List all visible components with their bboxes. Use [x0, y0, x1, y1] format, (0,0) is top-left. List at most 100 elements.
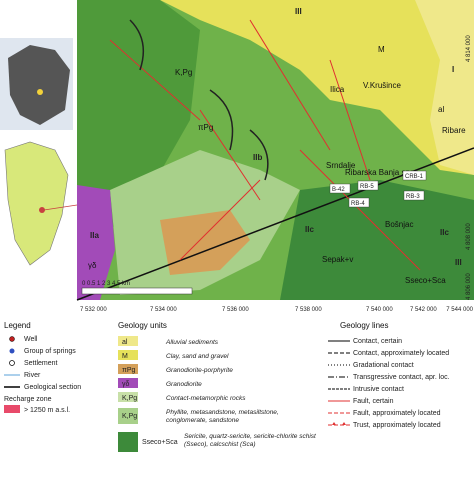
region-label: IIc: [440, 228, 449, 237]
unit-description: Alluvial sediments: [165, 339, 219, 346]
contacts: [129, 19, 269, 181]
recharge-symbol: [4, 405, 20, 413]
unit-swatch: [118, 364, 138, 374]
main-map: [76, 0, 474, 301]
region-label: III: [455, 258, 462, 267]
legend-heading: Geology units: [118, 321, 167, 330]
unit-al: [415, 0, 474, 175]
legend-item: Group of springs: [24, 348, 76, 355]
settlement-symbol: [9, 360, 15, 366]
region-label: III: [295, 7, 302, 16]
unit-sseco: [280, 180, 474, 300]
well-label: RB-3: [406, 194, 420, 200]
unit-code: K,Pg: [122, 395, 137, 402]
unit-description: Granodiorite: [166, 381, 202, 388]
line-item: Gradational contact: [353, 362, 414, 369]
line-item: Contact, approximately located: [353, 350, 449, 357]
region-label: IIb: [253, 153, 262, 162]
unit-code: M: [122, 353, 128, 360]
unit-label: πPg: [198, 123, 213, 132]
unit-code: al: [122, 339, 128, 346]
place-label: Bošnjac: [385, 220, 413, 229]
unit-m: [160, 0, 474, 175]
site-marker: [39, 207, 45, 213]
well-label: CRB-1: [405, 174, 424, 180]
serbia-inset: [4, 141, 69, 266]
unit-label: Sseco+Sca: [405, 276, 446, 285]
unit-gd: [77, 185, 115, 300]
spa-label: Ribarska Banja spa: [345, 168, 415, 177]
place-label: V.Krušince: [363, 81, 402, 90]
y-coordinate: 4 808 000: [466, 223, 472, 250]
y-coordinate: 4 806 000: [466, 273, 472, 300]
legend-item: > 1250 m a.s.l.: [24, 407, 70, 414]
x-coordinate: 7 536 000: [222, 307, 249, 313]
well-box: [329, 183, 351, 194]
unit-pipg: [160, 210, 250, 275]
x-coordinate: 7 540 000: [366, 307, 393, 313]
unit-description: Clay, sand and gravel: [166, 353, 229, 360]
y-coordinate: 4 814 000: [466, 35, 472, 62]
unit-swatch: [118, 432, 138, 452]
unit-description: Sericite, quartz-sericite, sericite-chlo…: [184, 433, 317, 440]
unit-label: Sepak+v: [322, 255, 353, 264]
scale-label: 0 0.5 1 2 3 4 5 km: [82, 281, 130, 287]
unit-label: M: [378, 45, 385, 54]
legend-title: Legend: [4, 321, 31, 330]
region-label: IIc: [305, 225, 314, 234]
unit-code: πPg: [122, 367, 135, 374]
well-label: RB-5: [360, 184, 374, 190]
well-box: [403, 190, 425, 201]
x-coordinate: 7 532 000: [80, 307, 107, 313]
unit-code: Sseco+Sca: [142, 439, 178, 446]
well-box: [357, 180, 379, 191]
line-item: Fault, certain: [353, 398, 394, 405]
serbia-marker: [37, 89, 43, 95]
europe-land: [8, 45, 70, 125]
inset-pointer: [43, 204, 78, 211]
faults: [109, 19, 421, 271]
well-label: RB-4: [351, 201, 365, 207]
unit-swatch: [118, 408, 138, 424]
line-item: Fault, approximately located: [353, 410, 441, 417]
legend-item: Recharge zone: [4, 396, 52, 403]
place-label: Srndalje: [326, 161, 356, 170]
unit-swatch: [118, 350, 138, 360]
unit-code: K,Pg: [122, 413, 137, 420]
place-label: Ribare: [442, 126, 466, 135]
legend-item: Well: [24, 336, 38, 343]
unit-label: K,Pg: [175, 68, 192, 77]
legend-item: River: [24, 372, 41, 379]
unit-description: Granodiorite-porphyrite: [166, 367, 233, 374]
line-item: Trust, approximately located: [353, 422, 441, 429]
unit-kpg-dark: [77, 0, 200, 230]
well-label: B-42: [332, 187, 345, 193]
unit-description: Phyllite, metasandstone, metasiltstone,: [166, 409, 279, 416]
legend-heading: Geology lines: [340, 321, 388, 330]
unit-description: (Sseco), calcschist (Sca): [184, 441, 256, 448]
well-box: [402, 170, 427, 181]
x-coordinate: 7 534 000: [150, 307, 177, 313]
x-coordinate: 7 544 000: [446, 307, 473, 313]
line-item: Transgressive contact, apr. loc.: [353, 374, 450, 381]
place-label: Ilica: [330, 85, 345, 94]
unit-label: al: [438, 105, 444, 114]
scale-bar: [81, 287, 193, 295]
unit-swatch: [118, 336, 138, 346]
unit-swatch: [118, 392, 138, 402]
region-label: I: [452, 65, 454, 74]
legend-item: Settlement: [24, 360, 58, 367]
unit-description: conglomerate, sandstone: [166, 417, 239, 424]
well-symbol: [9, 336, 15, 342]
line-item: Intrusive contact: [353, 386, 404, 393]
region-label: IIa: [90, 231, 99, 240]
thrust-teeth: [332, 422, 346, 425]
line-item: Contact, certain: [353, 338, 402, 345]
unit-code: γδ: [122, 381, 130, 388]
unit-description: Contact-metamorphic rocks: [166, 395, 246, 402]
x-coordinate: 7 542 000: [410, 307, 437, 313]
spring-symbol: [9, 348, 15, 354]
unit-swatch: [118, 378, 138, 388]
well-box: [348, 197, 370, 208]
